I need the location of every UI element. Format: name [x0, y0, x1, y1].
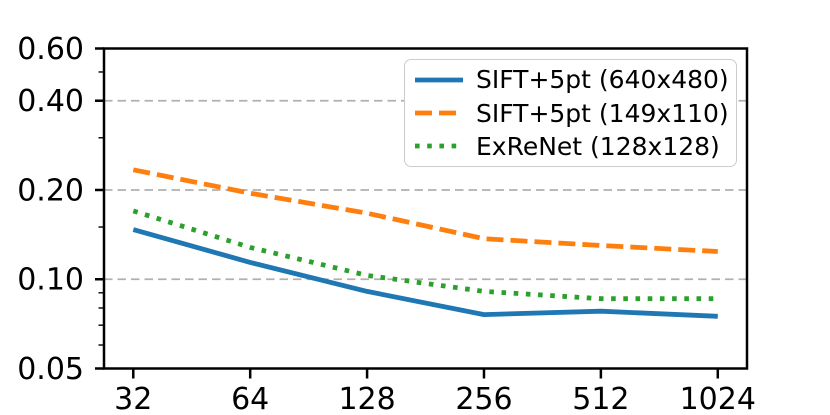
legend-line-sample-dotted: [415, 143, 463, 149]
legend-label: SIFT+5pt (149x110): [476, 98, 729, 128]
x-tick-label: 128: [338, 382, 395, 415]
series-line: [132, 167, 718, 254]
y-tick-label: 0.05: [17, 352, 84, 387]
legend-line-sample-solid: [415, 77, 463, 83]
x-tick-label: 256: [455, 382, 512, 415]
plot-border: [102, 47, 749, 370]
y-tick-label: 0.10: [17, 263, 84, 298]
series-line: [132, 227, 718, 319]
series-line: [132, 208, 718, 302]
x-tick-label: 512: [572, 382, 629, 415]
legend-item: ExReNet (128x128): [405, 131, 736, 162]
legend-label: SIFT+5pt (640x480): [476, 65, 729, 95]
legend-item: SIFT+5pt (640x480): [405, 64, 736, 95]
y-tick-label: 0.40: [17, 84, 84, 119]
y-tick-label: 0.60: [17, 32, 84, 67]
legend-line-sample-dashed: [415, 110, 463, 116]
x-tick-label: 64: [231, 382, 269, 415]
x-tick-label: 1024: [680, 382, 756, 415]
legend: SIFT+5pt (640x480) SIFT+5pt (149x110) Ex…: [404, 59, 737, 167]
legend-label: ExReNet (128x128): [476, 131, 720, 161]
legend-item: SIFT+5pt (149x110): [405, 98, 736, 129]
y-tick-label: 0.20: [17, 173, 84, 208]
x-tick-label: 32: [114, 382, 152, 415]
